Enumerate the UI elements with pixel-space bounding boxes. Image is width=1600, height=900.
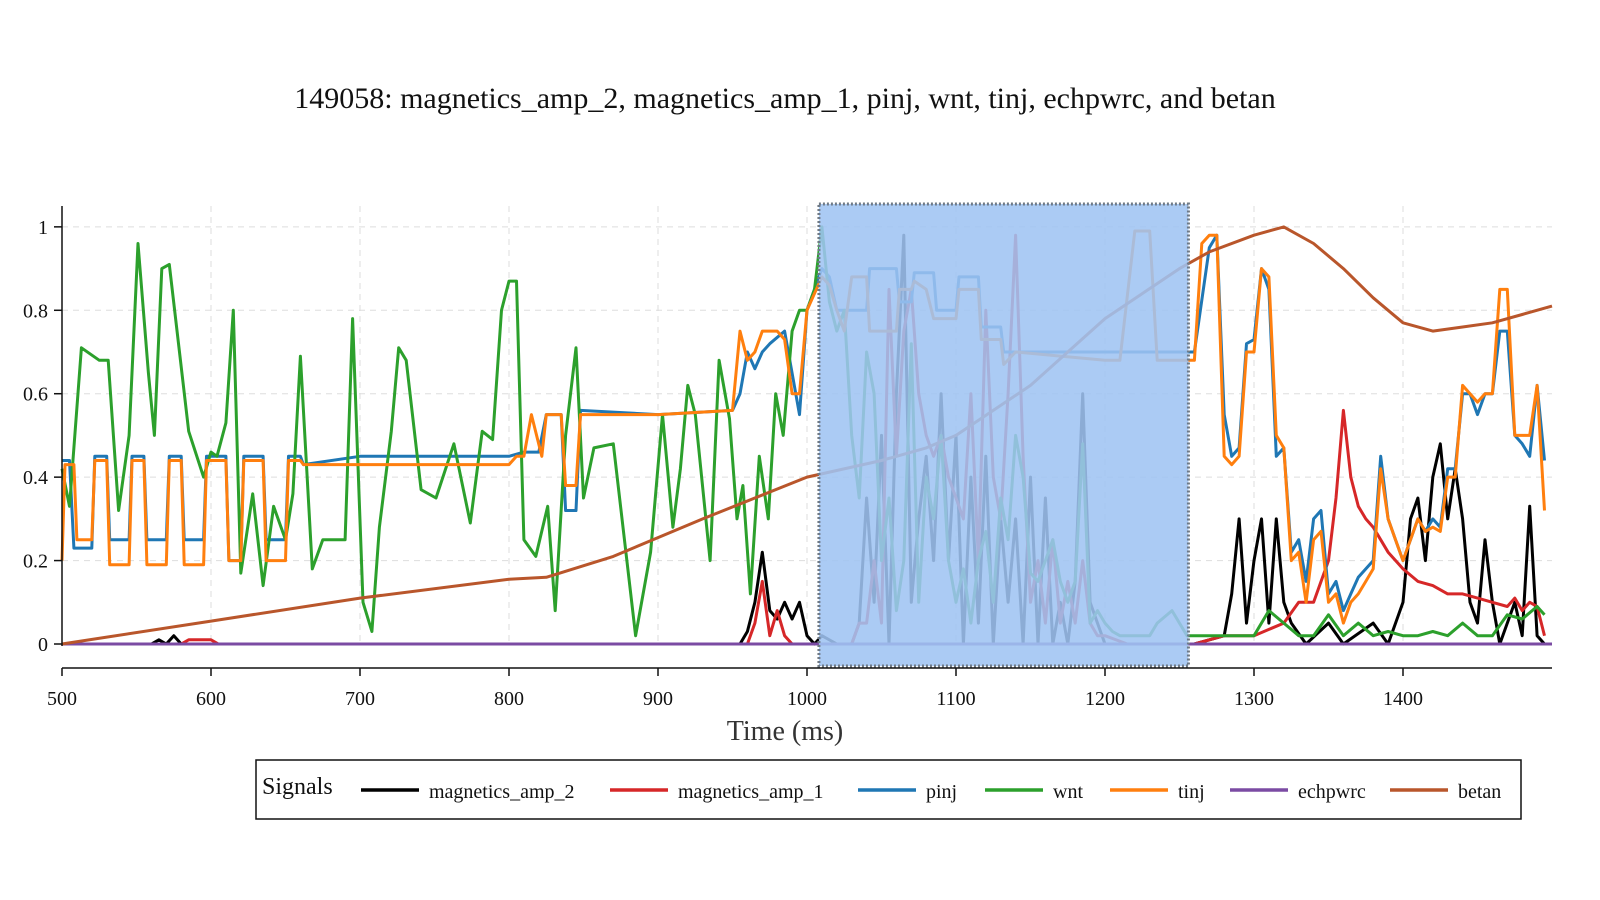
x-tick-label: 1000 [787,688,827,710]
legend-title: Signals [262,774,333,800]
legend-item-betan[interactable]: betan [1390,781,1501,803]
legend-label: echpwrc [1298,781,1366,803]
x-tick-label: 700 [345,688,375,710]
legend-label: tinj [1178,781,1205,803]
legend-item-wnt[interactable]: wnt [985,781,1083,803]
legend-label: magnetics_amp_1 [678,781,824,803]
legend: Signals magnetics_amp_2 magnetics_amp_1 pi… [255,759,1522,820]
x-tick-label: 1300 [1234,688,1274,710]
y-tick-label: 0.2 [23,551,48,573]
legend-item-tinj[interactable]: tinj [1110,781,1205,803]
legend-item-pinj[interactable]: pinj [858,781,957,803]
axes: 0 0.2 0.4 0.6 0.8 1 500 600 700 800 900 1000 1100 120… [23,206,1552,710]
y-tick-label: 0 [38,634,48,656]
legend-item-magnetics_amp_1[interactable]: magnetics_amp_1 [610,781,824,803]
x-tick-label: 800 [494,688,524,710]
legend-item-magnetics_amp_2[interactable]: magnetics_amp_2 [361,781,575,803]
legend-item-echpwrc[interactable]: echpwrc [1230,781,1366,803]
y-tick-label: 0.8 [23,300,48,322]
x-axis-label: Time (ms) [727,716,843,747]
x-tick-label: 600 [196,688,226,710]
x-tick-label: 500 [47,688,77,710]
legend-label: pinj [926,781,957,803]
y-tick-label: 0.4 [23,467,48,489]
series-line-wnt [60,225,1546,638]
x-tick-label: 1400 [1383,688,1423,710]
legend-label: magnetics_amp_2 [429,781,575,803]
legend-label: wnt [1053,781,1083,803]
series-line-magnetics_amp_1 [62,233,1546,646]
y-tick-label: 1 [38,217,48,239]
chart-title: 149058: magnetics_amp_2, magnetics_amp_1… [294,82,1275,115]
y-tick-label: 0.6 [23,384,48,406]
series-line-tinj [60,229,1546,625]
legend-label: betan [1458,781,1501,803]
x-tick-label: 1200 [1085,688,1125,710]
highlight-region[interactable] [817,202,1190,668]
x-tick-label: 1100 [936,688,975,710]
x-tick-label: 900 [643,688,673,710]
